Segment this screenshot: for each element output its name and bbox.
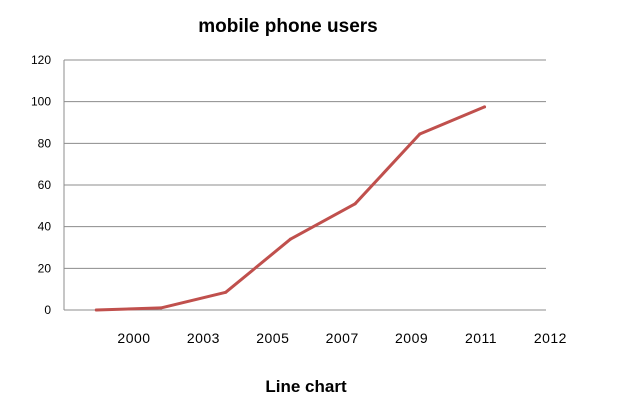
data-point-2 (224, 290, 228, 294)
chart-title: mobile phone users (198, 16, 378, 37)
axes (63, 60, 546, 311)
data-point-0 (94, 308, 98, 312)
x-tick-label-2009: 2009 (395, 330, 428, 346)
x-tick-label-2012: 2012 (534, 330, 567, 346)
y-tick-label-0: 0 (44, 303, 51, 317)
gridlines (64, 59, 546, 269)
y-tick-label-40: 40 (38, 220, 52, 234)
x-tick-label-2007: 2007 (326, 330, 359, 346)
y-tick-label-100: 100 (31, 95, 51, 109)
y-tick-label-120: 120 (31, 53, 51, 67)
y-tick-label-20: 20 (38, 261, 52, 275)
data-point-5 (418, 132, 422, 136)
y-tick-label-60: 60 (38, 178, 52, 192)
x-tick-label-2000: 2000 (117, 330, 150, 346)
x-tick-labels: 2000 2003 2005 2007 2009 2011 2012 (117, 330, 567, 346)
x-tick-label-2011: 2011 (465, 330, 497, 346)
data-point-4 (353, 202, 357, 206)
series-layer (94, 105, 487, 312)
x-tick-label-2005: 2005 (256, 330, 289, 346)
y-tick-labels: 0 20 40 60 80 100 120 (31, 53, 51, 317)
data-point-3 (288, 237, 292, 241)
y-tick-label-80: 80 (38, 136, 52, 150)
data-point-1 (159, 306, 163, 310)
series-line-0 (94, 105, 486, 312)
x-tick-label-2003: 2003 (187, 330, 220, 346)
data-point-6 (483, 105, 487, 109)
chart-caption: Line chart (265, 377, 347, 396)
